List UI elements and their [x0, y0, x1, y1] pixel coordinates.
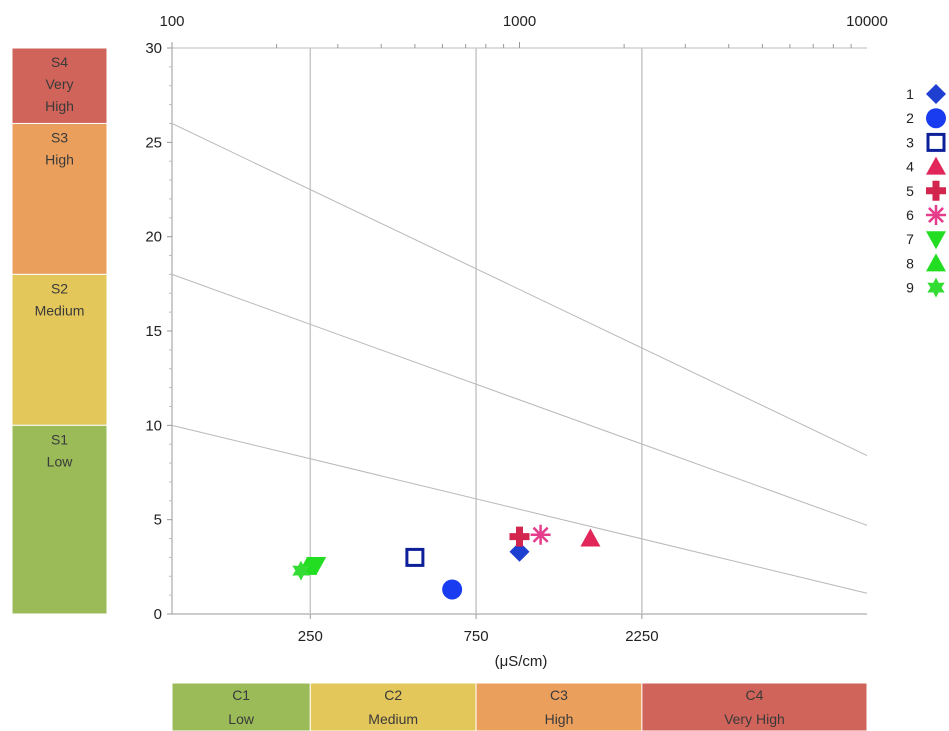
y-tick-labels: 0 5 10 15 20 25 30 [145, 40, 162, 623]
legend-label-8: 8 [906, 255, 914, 271]
y-tick-20: 20 [145, 229, 162, 246]
y-tick-15: 15 [145, 323, 162, 340]
salinity-band-code: C4 [745, 687, 763, 703]
sodium-band-label: High [45, 151, 74, 167]
legend-marker-1 [926, 84, 946, 104]
x-bottom-tick-labels: 250 750 2250 [298, 614, 659, 645]
x-top-tick-10000: 10000 [846, 13, 888, 30]
sar-boundary-line-1 [171, 424, 868, 594]
sodium-band-label: High [45, 98, 74, 114]
legend-marker-4 [926, 156, 946, 175]
data-point-9 [292, 560, 310, 581]
plot-background [172, 48, 867, 614]
sar-boundary-line-2 [171, 273, 868, 526]
legend-marker-2 [926, 108, 946, 129]
legend-marker-8 [926, 253, 946, 272]
x-top-tick-labels: 100 1000 10000 [159, 13, 887, 30]
sodium-band-S2 [11, 273, 108, 426]
x-top-tick-1000: 1000 [503, 13, 536, 30]
legend-label-2: 2 [906, 110, 914, 126]
data-point-6 [530, 524, 551, 545]
legend-marker-3 [926, 132, 946, 152]
salinity-band-C4 [641, 682, 868, 731]
legend-label-4: 4 [906, 159, 914, 175]
x-bottom-tick-250: 250 [298, 628, 323, 645]
sar-boundary-line-3 [171, 123, 868, 456]
salinity-band-name: Low [228, 711, 255, 727]
plot-area [167, 42, 868, 615]
data-point-2 [442, 579, 463, 600]
y-tick-5: 5 [154, 512, 162, 529]
salinity-band-name: Medium [368, 711, 418, 727]
legend-label-5: 5 [906, 183, 914, 199]
legend-label-1: 1 [906, 86, 914, 102]
salinity-band-name: Very High [724, 711, 785, 727]
sodium-band-S4 [11, 47, 108, 124]
y-tick-0: 0 [154, 606, 162, 623]
sodium-band-S1 [11, 424, 108, 615]
sodium-band-label: Low [47, 453, 74, 469]
sodium-band-label: S4 [51, 54, 68, 70]
legend-marker-5 [926, 180, 946, 201]
sodium-band-label: S1 [51, 431, 68, 447]
data-point-3 [405, 547, 425, 567]
sodium-band-label: S3 [51, 129, 68, 145]
legend: 1 2 3 4 5 6 7 8 9 [906, 84, 946, 298]
salinity-hazard-bands: C1 Low C2 Medium C3 High C4 Very High [171, 682, 868, 731]
data-point-5 [509, 526, 530, 547]
legend-label-7: 7 [906, 231, 914, 247]
salinity-band-name: High [545, 711, 574, 727]
legend-label-3: 3 [906, 134, 914, 150]
data-point-7 [306, 556, 327, 575]
sodium-band-label: Medium [35, 302, 85, 318]
y-tick-25: 25 [145, 134, 162, 151]
sodium-band-S3 [11, 122, 108, 275]
x-axis-label: (μS/cm) [495, 653, 548, 670]
y-tick-10: 10 [145, 417, 162, 434]
legend-marker-6 [926, 205, 946, 225]
data-markers [292, 524, 601, 600]
sodium-band-label: Very [45, 76, 73, 92]
salinity-band-code: C1 [232, 687, 250, 703]
legend-label-6: 6 [906, 207, 914, 223]
salinity-band-C1 [171, 682, 311, 731]
data-point-4 [580, 528, 601, 547]
sodium-hazard-bands: S4 Very High S3 High S2 Medium S1 Low [11, 47, 108, 615]
data-point-1 [509, 541, 530, 562]
legend-marker-9 [927, 277, 945, 298]
x-bottom-tick-2250: 2250 [625, 628, 658, 645]
y-tick-30: 30 [145, 40, 162, 57]
salinity-band-C2 [309, 682, 477, 731]
legend-label-9: 9 [906, 280, 914, 296]
legend-marker-7 [926, 231, 946, 250]
salinity-band-code: C3 [550, 687, 568, 703]
x-top-tick-100: 100 [159, 13, 184, 30]
sodium-band-label: S2 [51, 280, 68, 296]
salinity-band-code: C2 [384, 687, 402, 703]
x-bottom-tick-750: 750 [464, 628, 489, 645]
